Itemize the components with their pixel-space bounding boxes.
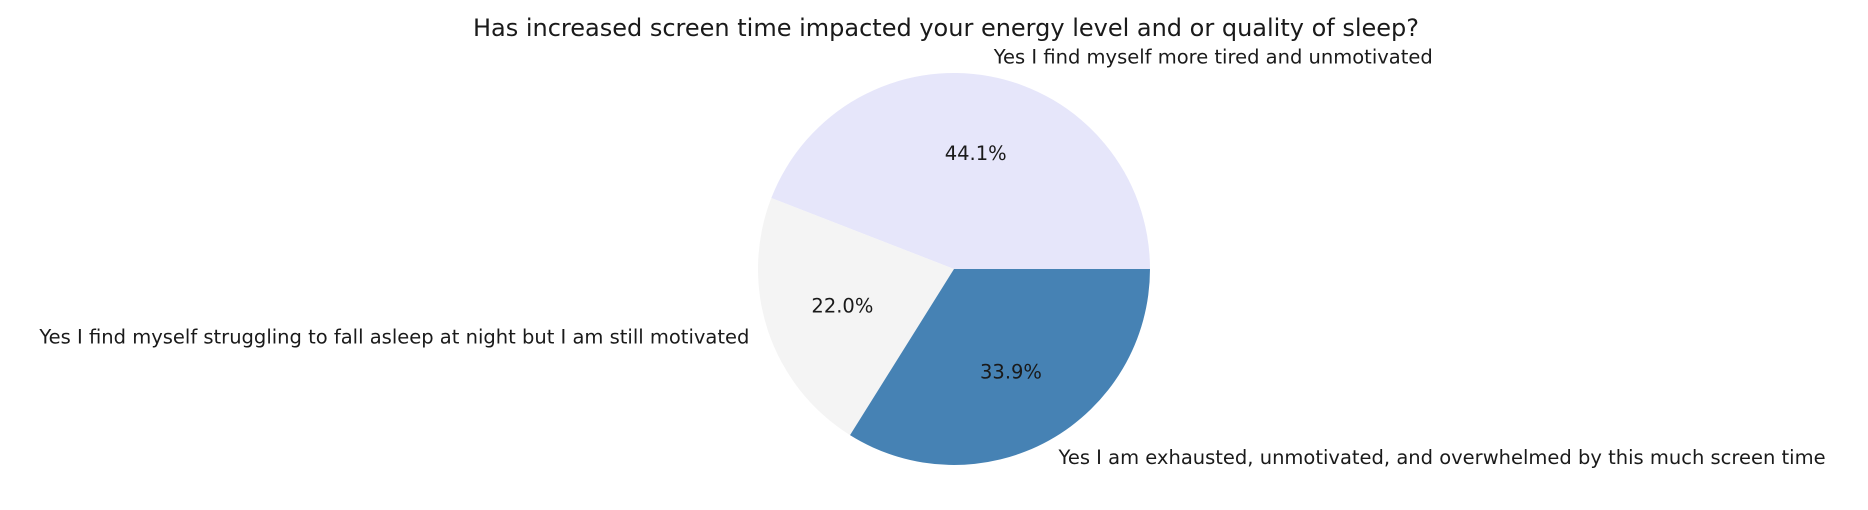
slice-category-label-3: Yes I am exhausted, unmotivated, and ove…	[1058, 446, 1826, 469]
slice-percent-label-1: 44.1%	[945, 142, 1007, 165]
pie-labels: 44.1% Yes I find myself more tired and un…	[38, 46, 1825, 470]
slice-percent-label-3: 33.9%	[980, 360, 1042, 383]
pie-slice-2	[757, 197, 954, 436]
slice-percent-label-2: 22.0%	[811, 295, 873, 318]
slice-category-label-1: Yes I find myself more tired and unmotiv…	[993, 46, 1433, 69]
pie-slice-3	[850, 269, 1150, 465]
pie-slices	[757, 72, 1150, 465]
chart-title: Has increased screen time impacted your …	[473, 14, 1419, 42]
slice-category-label-2: Yes I find myself struggling to fall asl…	[38, 325, 749, 348]
pie-slice-1	[771, 72, 1150, 269]
